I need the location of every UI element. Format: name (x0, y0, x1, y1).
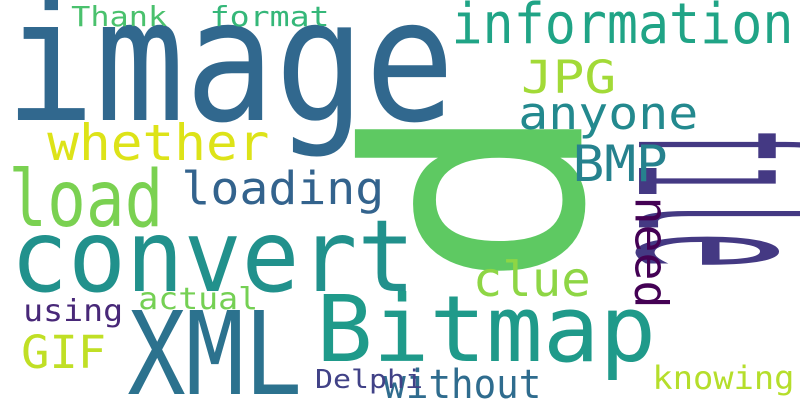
word-need: need (624, 196, 678, 308)
word-knowing: knowing (651, 359, 794, 397)
word-clue: clue (472, 252, 592, 308)
word-jpg: JPG (521, 50, 617, 104)
word-format: format (210, 0, 330, 33)
word-xml: XML (127, 287, 303, 400)
word-thank: Thank (70, 0, 167, 33)
word-convert: convert (10, 198, 416, 315)
word-using: using (23, 294, 123, 329)
word-information: information (451, 0, 793, 57)
word-loading: loading (181, 161, 385, 215)
word-gif: GIF (21, 325, 107, 379)
word-bitmap: Bitmap (316, 276, 656, 383)
word-image: image (5, 0, 455, 161)
word-without: without (383, 362, 541, 400)
word-load: load (8, 155, 164, 245)
word-whether: whether (46, 114, 270, 172)
word-delphi: Delphi (314, 365, 423, 395)
word-anyone: anyone (518, 86, 698, 140)
word-bmp: BMP (572, 135, 668, 193)
word-actual: actual (138, 282, 258, 317)
